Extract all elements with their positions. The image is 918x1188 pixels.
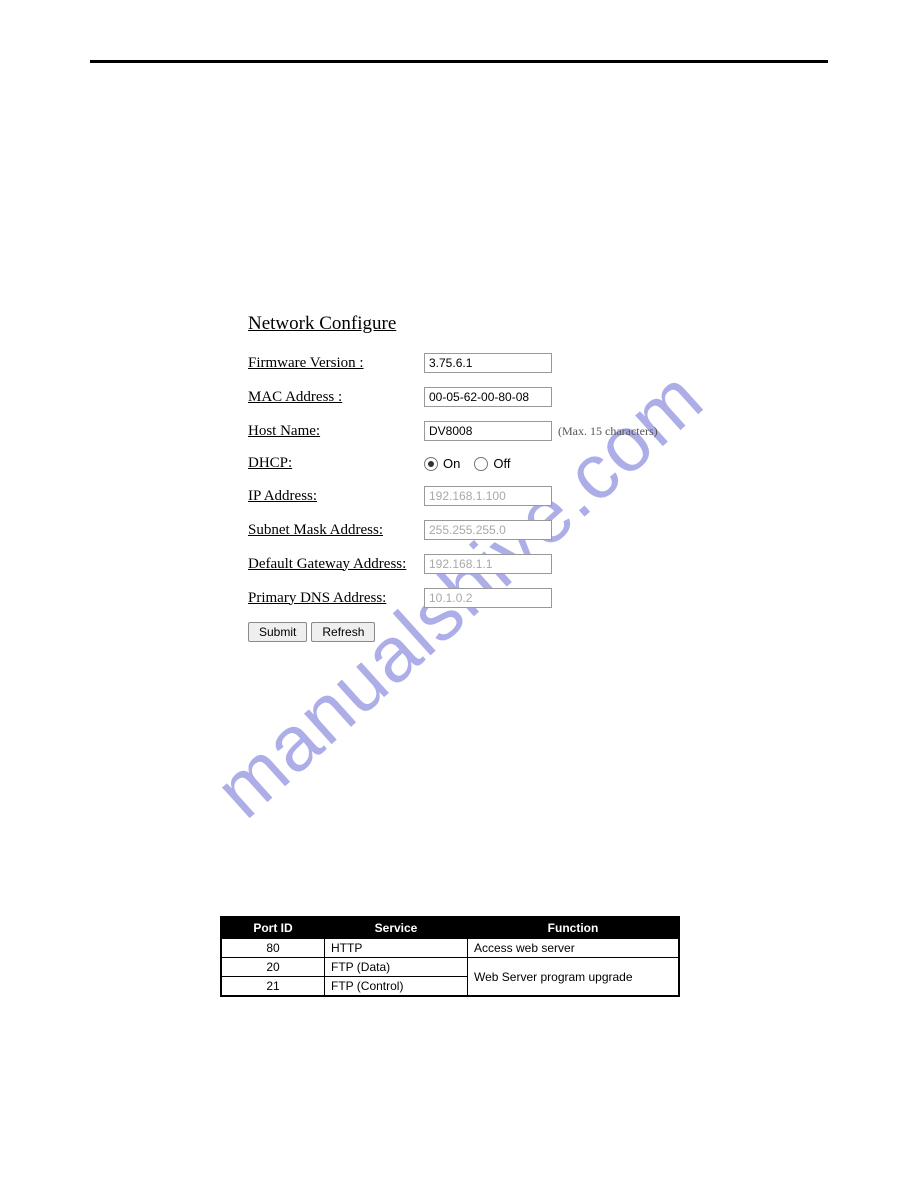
row-gateway: Default Gateway Address: xyxy=(248,554,688,574)
label-ip: IP Address: xyxy=(248,488,424,505)
top-divider xyxy=(90,60,828,63)
label-firmware: Firmware Version : xyxy=(248,355,424,372)
dhcp-off-label: Off xyxy=(493,456,510,471)
mac-input xyxy=(424,387,552,407)
gateway-input xyxy=(424,554,552,574)
label-host: Host Name: xyxy=(248,423,424,440)
cell-function: Web Server program upgrade xyxy=(468,958,680,997)
table-row: 80 HTTP Access web server xyxy=(221,939,679,958)
port-table: Port ID Service Function 80 HTTP Access … xyxy=(220,916,680,997)
ip-input xyxy=(424,486,552,506)
page: manualshive.com Network Configure Firmwa… xyxy=(0,0,918,1188)
refresh-button[interactable]: Refresh xyxy=(311,622,375,642)
network-configure-form: Network Configure Firmware Version : MAC… xyxy=(248,313,688,642)
host-hint: (Max. 15 characters) xyxy=(558,424,658,439)
port-table-wrap: Port ID Service Function 80 HTTP Access … xyxy=(220,916,680,997)
cell-function: Access web server xyxy=(468,939,680,958)
cell-port: 80 xyxy=(221,939,325,958)
row-dhcp: DHCP: On Off xyxy=(248,455,688,472)
th-service: Service xyxy=(325,917,468,939)
row-dns: Primary DNS Address: xyxy=(248,588,688,608)
radio-off-icon xyxy=(474,457,488,471)
dhcp-off-option[interactable]: Off xyxy=(474,456,510,471)
cell-service: FTP (Data) xyxy=(325,958,468,977)
label-gateway: Default Gateway Address: xyxy=(248,556,424,573)
cell-service: FTP (Control) xyxy=(325,977,468,997)
cell-port: 20 xyxy=(221,958,325,977)
form-title: Network Configure xyxy=(248,313,688,335)
cell-port: 21 xyxy=(221,977,325,997)
table-row: 20 FTP (Data) Web Server program upgrade xyxy=(221,958,679,977)
row-host: Host Name: (Max. 15 characters) xyxy=(248,421,688,441)
th-port-id: Port ID xyxy=(221,917,325,939)
label-dhcp: DHCP: xyxy=(248,455,424,472)
dhcp-on-label: On xyxy=(443,456,460,471)
form-buttons: Submit Refresh xyxy=(248,622,688,642)
row-subnet: Subnet Mask Address: xyxy=(248,520,688,540)
dns-input xyxy=(424,588,552,608)
row-mac: MAC Address : xyxy=(248,387,688,407)
radio-on-icon xyxy=(424,457,438,471)
label-subnet: Subnet Mask Address: xyxy=(248,522,424,539)
table-header-row: Port ID Service Function xyxy=(221,917,679,939)
firmware-input xyxy=(424,353,552,373)
th-function: Function xyxy=(468,917,680,939)
row-ip: IP Address: xyxy=(248,486,688,506)
subnet-input xyxy=(424,520,552,540)
host-input[interactable] xyxy=(424,421,552,441)
row-firmware: Firmware Version : xyxy=(248,353,688,373)
dhcp-on-option[interactable]: On xyxy=(424,456,460,471)
label-dns: Primary DNS Address: xyxy=(248,590,424,607)
dhcp-radio-group: On Off xyxy=(424,456,520,471)
label-mac: MAC Address : xyxy=(248,389,424,406)
submit-button[interactable]: Submit xyxy=(248,622,307,642)
cell-service: HTTP xyxy=(325,939,468,958)
